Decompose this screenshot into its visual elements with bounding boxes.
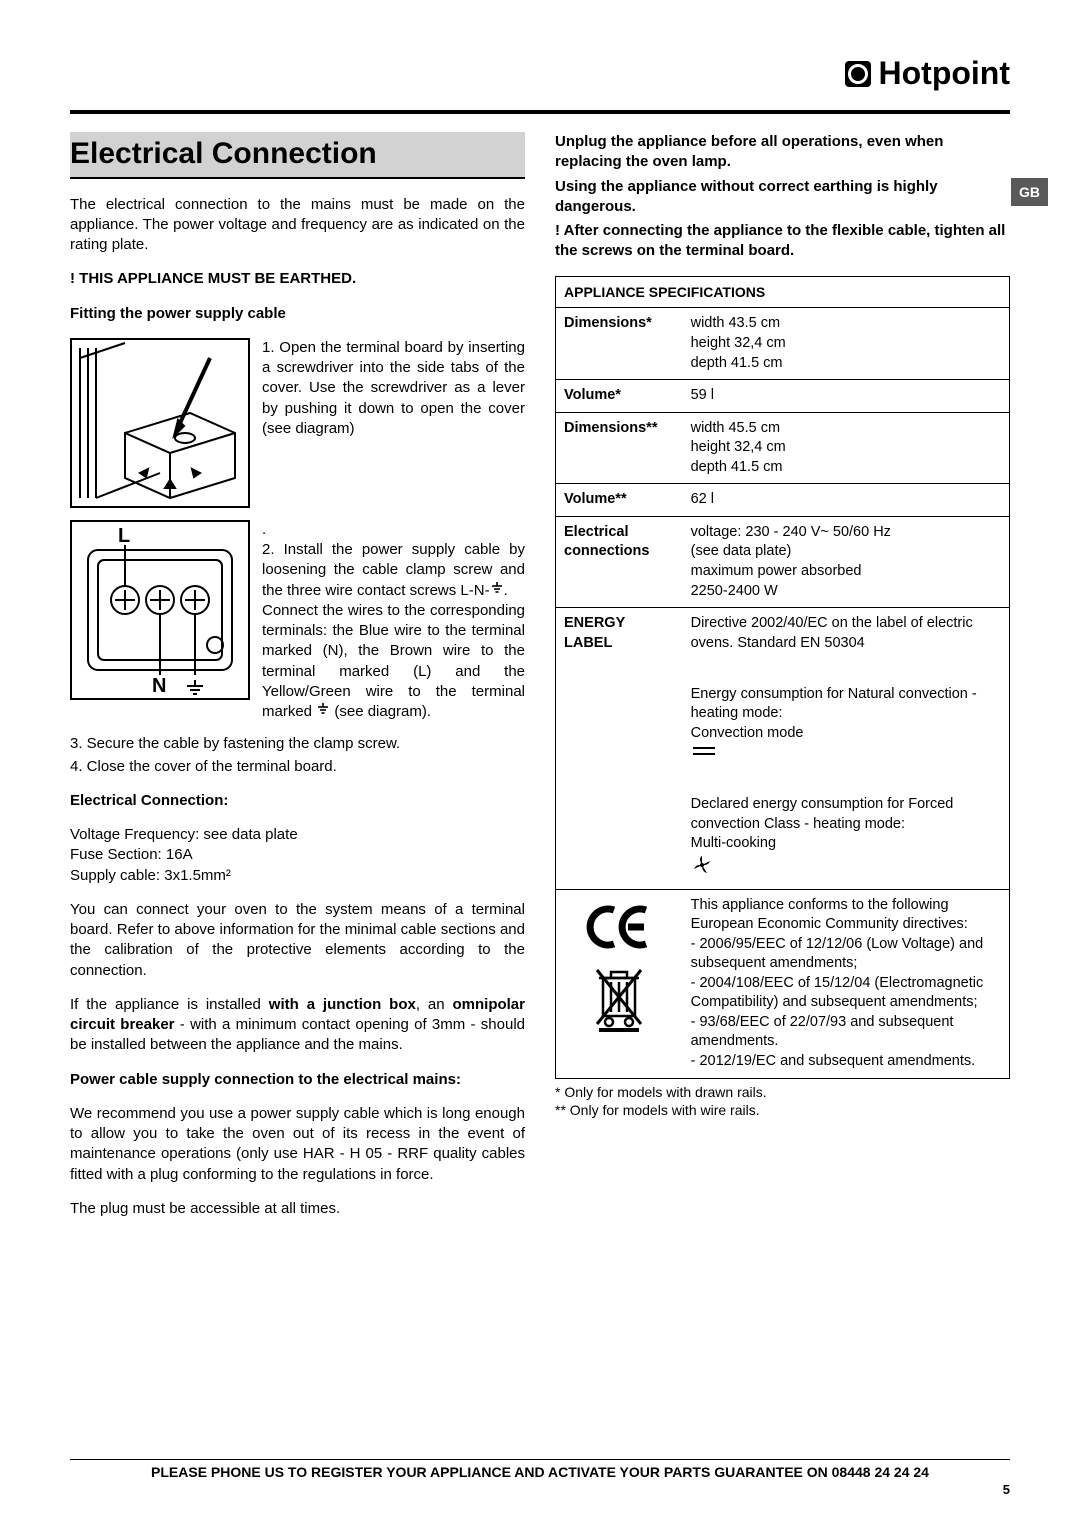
left-column: Electrical Connection The electrical con… xyxy=(70,132,525,1233)
warn1: Unplug the appliance before all operatio… xyxy=(555,132,1010,173)
step2-text: . 2. Install the power supply cable by l… xyxy=(262,520,525,723)
brand-icon xyxy=(845,61,871,87)
footnotes: * Only for models with drawn rails. ** O… xyxy=(555,1083,1010,1121)
spec-val: width 45.5 cm height 32,4 cm depth 41.5 … xyxy=(683,412,1010,484)
spec-val: This appliance conforms to the following… xyxy=(683,889,1010,1078)
page-footer: PLEASE PHONE US TO REGISTER YOUR APPLIAN… xyxy=(70,1459,1010,1497)
ec-para1: You can connect your oven to the system … xyxy=(70,900,525,981)
top-rule xyxy=(70,110,1010,114)
spec-key: Volume* xyxy=(556,380,683,413)
content-columns: Electrical Connection The electrical con… xyxy=(70,132,1010,1233)
spec-val: 62 l xyxy=(683,484,1010,517)
spec-key: Dimensions* xyxy=(556,308,683,380)
spec-val: 59 l xyxy=(683,380,1010,413)
brand-logo: Hotpoint xyxy=(845,55,1011,92)
spec-key: ENERGY LABEL xyxy=(556,608,683,889)
weee-bin-icon xyxy=(589,964,649,1034)
label-N: N xyxy=(152,675,166,697)
spec-val: width 43.5 cm height 32,4 cm depth 41.5 … xyxy=(683,308,1010,380)
figure-row-1: 1. Open the terminal board by inserting … xyxy=(70,338,525,508)
fan-icon xyxy=(691,854,713,883)
ec-values: Voltage Frequency: see data plate Fuse S… xyxy=(70,825,525,886)
pcs-heading: Power cable supply connection to the ele… xyxy=(70,1070,525,1090)
figure-row-2: L N . 2. Install the power supply cable … xyxy=(70,520,525,723)
spec-key: Electrical connections xyxy=(556,516,683,607)
warn2: Using the appliance without correct eart… xyxy=(555,177,1010,218)
intro-text: The electrical connection to the mains m… xyxy=(70,195,525,256)
ec-heading: Electrical Connection: xyxy=(70,791,525,811)
label-L: L xyxy=(118,525,130,547)
language-tab: GB xyxy=(1011,178,1048,206)
earth-icon xyxy=(316,702,330,722)
page-title: Electrical Connection xyxy=(70,132,525,179)
brand-text: Hotpoint xyxy=(879,55,1011,92)
warn3: ! After connecting the appliance to the … xyxy=(555,221,1010,262)
spec-key: Volume** xyxy=(556,484,683,517)
step4: 4. Close the cover of the terminal board… xyxy=(70,757,525,777)
spec-val: voltage: 230 - 240 V~ 50/60 Hz (see data… xyxy=(683,516,1010,607)
footer-text: PLEASE PHONE US TO REGISTER YOUR APPLIAN… xyxy=(70,1464,1010,1480)
ce-mark-icon xyxy=(584,902,654,952)
convection-icon xyxy=(691,744,717,764)
spec-key: Dimensions** xyxy=(556,412,683,484)
spec-title: APPLIANCE SPECIFICATIONS xyxy=(556,276,1010,308)
terminal-wiring-diagram: L N xyxy=(70,520,250,723)
step3: 3. Secure the cable by fastening the cla… xyxy=(70,734,525,754)
spec-val: Directive 2002/40/EC on the label of ele… xyxy=(683,608,1010,889)
earth-icon xyxy=(490,581,504,601)
spec-key-ce xyxy=(556,889,683,1078)
right-column: Unplug the appliance before all operatio… xyxy=(555,132,1010,1233)
terminal-cover-diagram xyxy=(70,338,250,508)
earth-warning: ! THIS APPLIANCE MUST BE EARTHED. xyxy=(70,269,525,289)
spec-table: APPLIANCE SPECIFICATIONS Dimensions* wid… xyxy=(555,276,1010,1079)
step1-text: 1. Open the terminal board by inserting … xyxy=(262,338,525,508)
page-number: 5 xyxy=(70,1482,1010,1497)
ec-para2: If the appliance is installed with a jun… xyxy=(70,995,525,1056)
pcs-para1: We recommend you use a power supply cabl… xyxy=(70,1104,525,1185)
pcs-para2: The plug must be accessible at all times… xyxy=(70,1199,525,1219)
fitting-heading: Fitting the power supply cable xyxy=(70,304,525,324)
